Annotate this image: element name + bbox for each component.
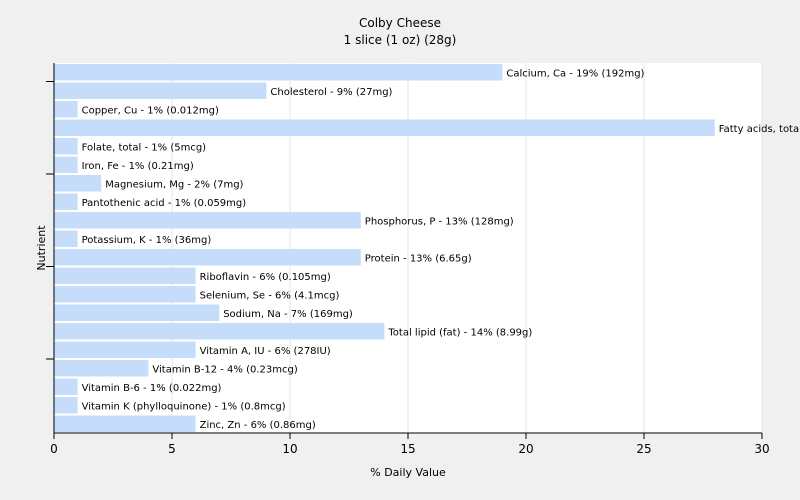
bar [54, 138, 78, 155]
bar [54, 82, 267, 99]
bar [54, 397, 78, 414]
bar [54, 156, 78, 173]
bar-label: Magnesium, Mg - 2% (7mg) [105, 179, 243, 190]
bar-label: Cholesterol - 9% (27mg) [270, 87, 392, 98]
bar [54, 175, 102, 192]
x-tick-label: 30 [754, 442, 769, 456]
x-tick-label: 0 [50, 442, 58, 456]
x-tick-label: 10 [282, 442, 297, 456]
bar-label: Total lipid (fat) - 14% (8.99g) [387, 327, 532, 338]
bar-label: Vitamin A, IU - 6% (278IU) [200, 346, 331, 357]
chart-subtitle: 1 slice (1 oz) (28g) [343, 33, 457, 47]
x-tick-label: 20 [518, 442, 533, 456]
bar-label: Sodium, Na - 7% (169mg) [223, 309, 353, 320]
y-axis-title: Nutrient [35, 225, 48, 271]
bar [54, 249, 361, 266]
bar [54, 267, 196, 284]
bar-label: Copper, Cu - 1% (0.012mg) [82, 105, 219, 116]
bar-label: Vitamin B-6 - 1% (0.022mg) [82, 383, 222, 394]
bar-label: Iron, Fe - 1% (0.21mg) [82, 161, 194, 172]
bar [54, 286, 196, 303]
chart-title: Colby Cheese [359, 16, 441, 30]
bar [54, 323, 385, 340]
bar [54, 230, 78, 247]
bar [54, 378, 78, 395]
x-axis-title: % Daily Value [370, 466, 446, 479]
bar-label: Fatty acids, total saturated - 28% (5.66… [719, 124, 800, 135]
bar [54, 360, 149, 377]
bar [54, 304, 220, 321]
bar-label: Vitamin K (phylloquinone) - 1% (0.8mcg) [82, 401, 286, 412]
bar-label: Pantothenic acid - 1% (0.059mg) [82, 198, 247, 209]
x-tick-label: 5 [168, 442, 176, 456]
bar-label: Phosphorus, P - 13% (128mg) [365, 216, 514, 227]
bar-label: Selenium, Se - 6% (4.1mcg) [200, 290, 340, 301]
bar-label: Riboflavin - 6% (0.105mg) [200, 272, 331, 283]
bar-label: Folate, total - 1% (5mcg) [82, 142, 207, 153]
bar [54, 119, 715, 136]
bar [54, 193, 78, 210]
bar-label: Calcium, Ca - 19% (192mg) [506, 68, 644, 79]
x-tick-label: 25 [636, 442, 651, 456]
bar [54, 415, 196, 432]
bar-label: Potassium, K - 1% (36mg) [82, 235, 212, 246]
bar-label: Zinc, Zn - 6% (0.86mg) [200, 420, 316, 431]
bar [54, 212, 361, 229]
bar [54, 101, 78, 118]
bar-label: Vitamin B-12 - 4% (0.23mcg) [152, 364, 297, 375]
bar [54, 64, 503, 81]
bar-label: Protein - 13% (6.65g) [365, 253, 472, 264]
x-tick-label: 15 [400, 442, 415, 456]
bar [54, 341, 196, 358]
